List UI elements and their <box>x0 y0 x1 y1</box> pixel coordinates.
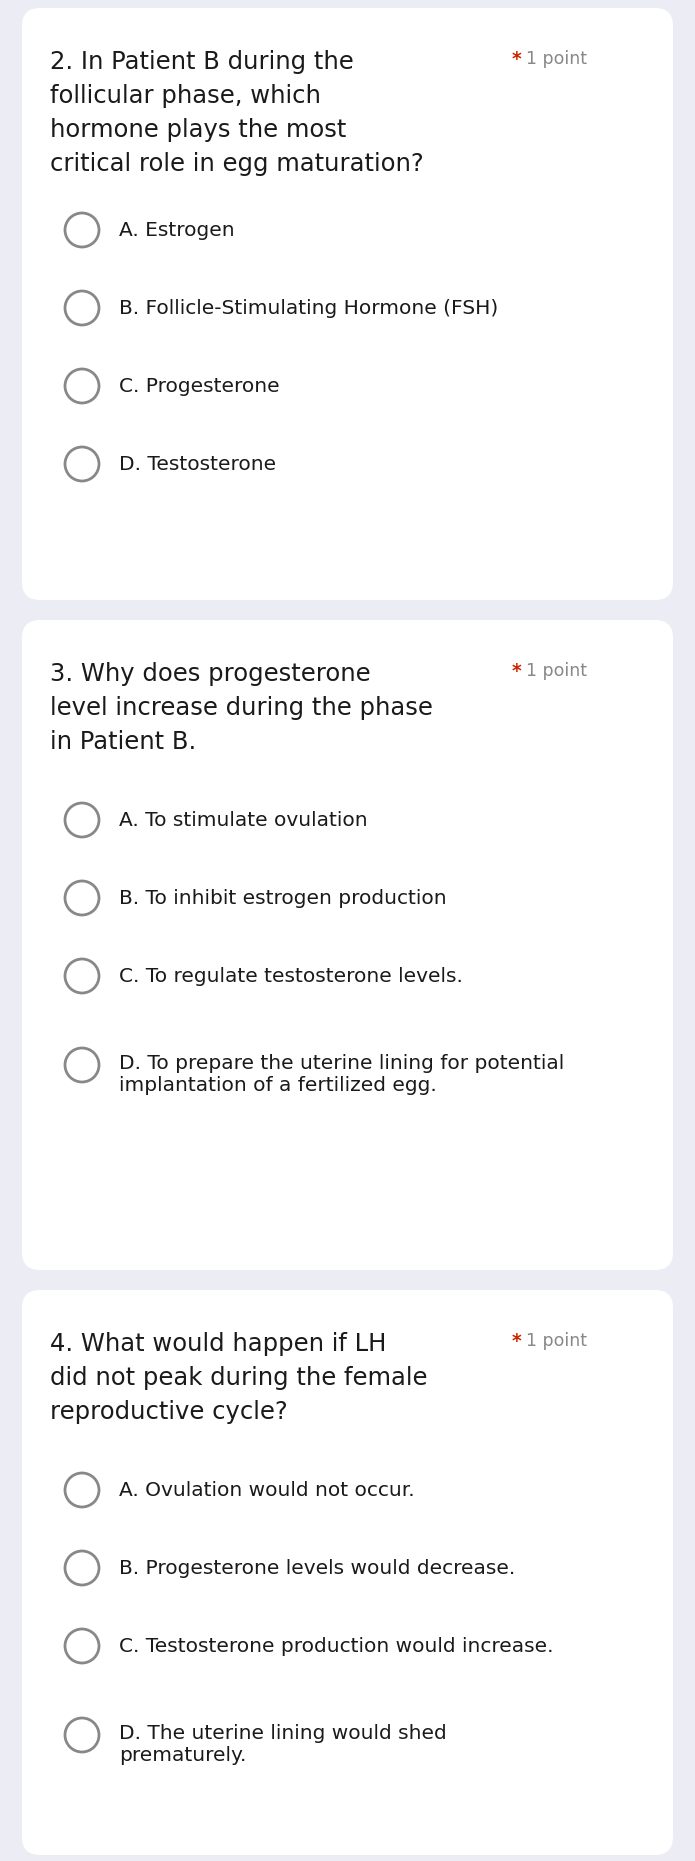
Circle shape <box>65 1628 99 1664</box>
Text: prematurely.: prematurely. <box>119 1746 246 1764</box>
Text: *: * <box>512 663 522 681</box>
Text: level increase during the phase: level increase during the phase <box>50 696 433 720</box>
Text: implantation of a fertilized egg.: implantation of a fertilized egg. <box>119 1076 436 1094</box>
Text: B. Follicle-Stimulating Hormone (FSH): B. Follicle-Stimulating Hormone (FSH) <box>119 298 498 318</box>
Text: D. The uterine lining would shed: D. The uterine lining would shed <box>119 1723 447 1744</box>
Text: did not peak during the female: did not peak during the female <box>50 1366 427 1390</box>
Circle shape <box>65 212 99 248</box>
Text: *: * <box>512 1332 522 1351</box>
Text: 1 point: 1 point <box>526 663 587 679</box>
Text: *: * <box>512 50 522 69</box>
Text: in Patient B.: in Patient B. <box>50 730 196 754</box>
Circle shape <box>65 958 99 994</box>
Text: follicular phase, which: follicular phase, which <box>50 84 321 108</box>
Circle shape <box>65 1048 99 1081</box>
Text: C. Progesterone: C. Progesterone <box>119 376 279 396</box>
FancyBboxPatch shape <box>22 7 673 599</box>
Text: critical role in egg maturation?: critical role in egg maturation? <box>50 153 424 177</box>
Text: B. To inhibit estrogen production: B. To inhibit estrogen production <box>119 888 447 908</box>
Text: 1 point: 1 point <box>526 1332 587 1349</box>
Circle shape <box>65 802 99 837</box>
Circle shape <box>65 1474 99 1507</box>
Circle shape <box>65 290 99 326</box>
Text: A. Ovulation would not occur.: A. Ovulation would not occur. <box>119 1481 415 1500</box>
Circle shape <box>65 368 99 404</box>
Text: 2. In Patient B during the: 2. In Patient B during the <box>50 50 354 74</box>
Circle shape <box>65 1550 99 1586</box>
Text: 3. Why does progesterone: 3. Why does progesterone <box>50 663 370 687</box>
Text: C. Testosterone production would increase.: C. Testosterone production would increas… <box>119 1636 553 1656</box>
Text: hormone plays the most: hormone plays the most <box>50 117 346 141</box>
Circle shape <box>65 447 99 480</box>
Text: D. To prepare the uterine lining for potential: D. To prepare the uterine lining for pot… <box>119 1053 564 1074</box>
Text: 4. What would happen if LH: 4. What would happen if LH <box>50 1332 386 1357</box>
FancyBboxPatch shape <box>22 1290 673 1855</box>
Text: 1 point: 1 point <box>526 50 587 69</box>
FancyBboxPatch shape <box>22 620 673 1269</box>
Circle shape <box>65 880 99 916</box>
Text: C. To regulate testosterone levels.: C. To regulate testosterone levels. <box>119 966 463 986</box>
Text: A. Estrogen: A. Estrogen <box>119 220 235 240</box>
Text: reproductive cycle?: reproductive cycle? <box>50 1399 288 1424</box>
Text: D. Testosterone: D. Testosterone <box>119 454 276 473</box>
Circle shape <box>65 1718 99 1751</box>
Text: A. To stimulate ovulation: A. To stimulate ovulation <box>119 811 368 830</box>
Text: B. Progesterone levels would decrease.: B. Progesterone levels would decrease. <box>119 1558 515 1578</box>
